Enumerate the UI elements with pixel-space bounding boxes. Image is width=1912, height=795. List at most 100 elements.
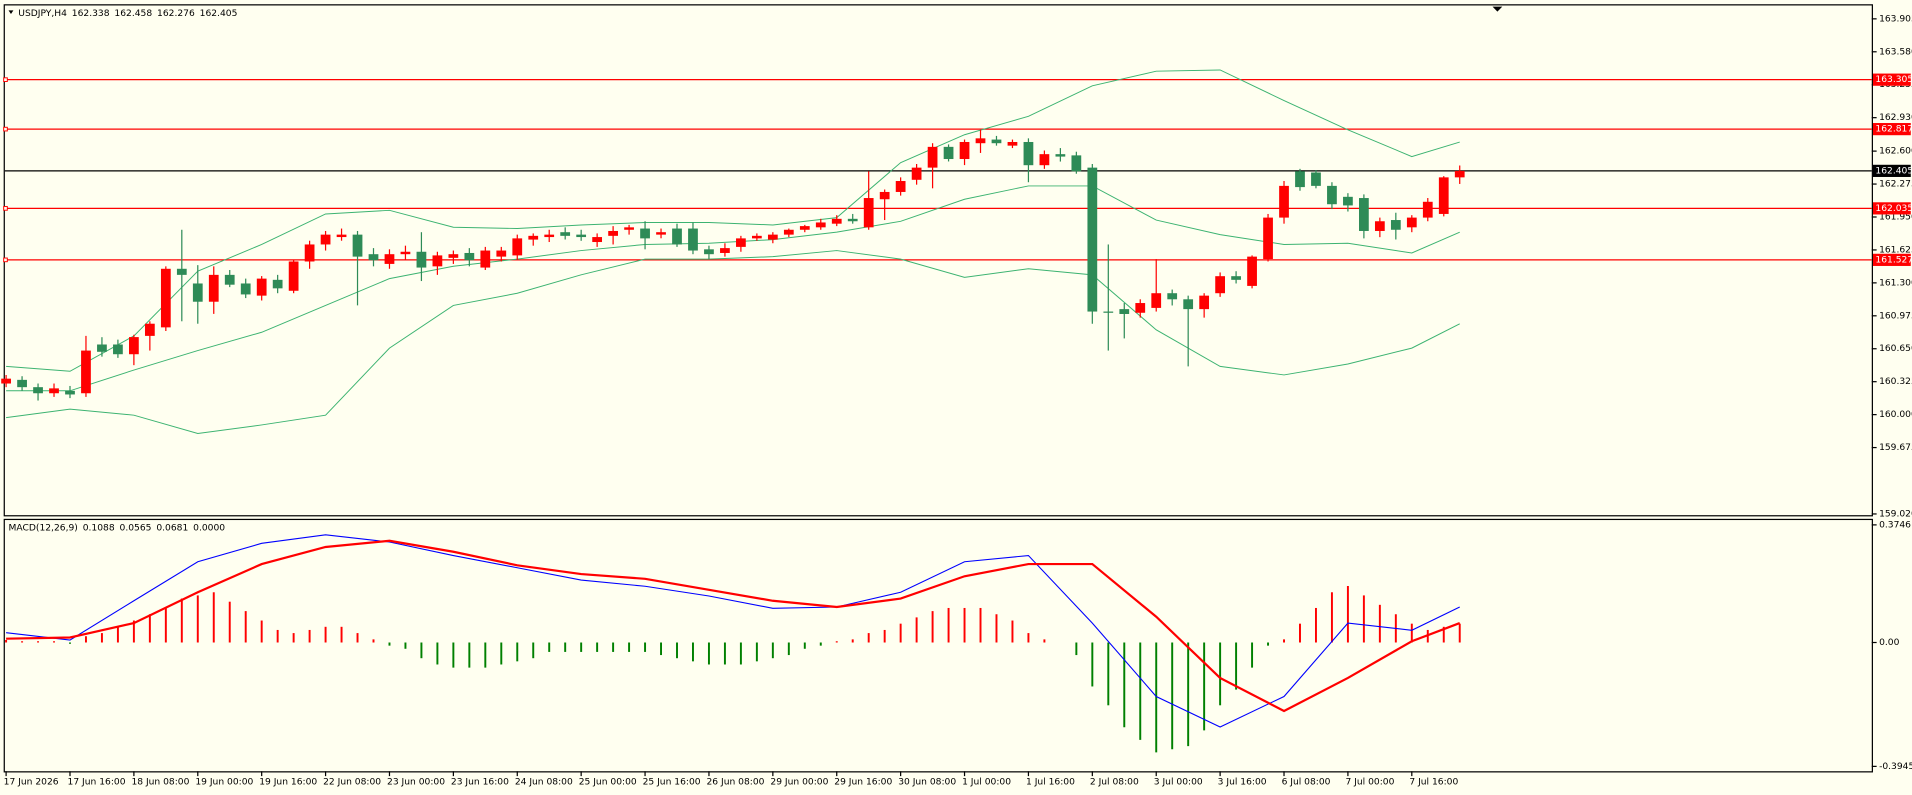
- x-tick-label: 19 Jun 00:00: [195, 778, 253, 788]
- x-tick-label: 22 Jun 08:00: [323, 778, 381, 788]
- candle-body: [1359, 198, 1369, 231]
- y-tick-label: 160.650: [1879, 344, 1912, 354]
- x-tick-label: 19 Jun 16:00: [259, 778, 317, 788]
- menu-arrow[interactable]: [8, 10, 14, 15]
- candle-body: [1374, 221, 1385, 231]
- candle-body: [783, 229, 794, 235]
- macd-panel: [3, 518, 1873, 773]
- candle-body: [1311, 172, 1321, 186]
- candle-body: [1327, 185, 1337, 205]
- candle-body: [81, 350, 91, 394]
- candle-body: [1007, 141, 1018, 146]
- candle-body: [400, 251, 411, 255]
- x-tick-label: 17 Jun 2026: [4, 778, 59, 788]
- candle-body: [448, 254, 459, 258]
- header-title: MACD(12,26,9): [9, 523, 78, 533]
- macd-signal: [6, 539, 1461, 713]
- candle-body: [1199, 295, 1210, 310]
- candle-body: [65, 390, 75, 395]
- x-tick-label: 7 Jul 16:00: [1409, 778, 1458, 788]
- candle-body: [240, 283, 251, 295]
- candle-body: [767, 234, 778, 240]
- candle-body: [352, 234, 363, 257]
- y-tick-label: 159.675: [1879, 443, 1912, 453]
- candle-body: [113, 344, 123, 355]
- candle-body: [1183, 299, 1194, 310]
- symbol-header: USDJPY,H4 162.338 162.458 162.276 162.405: [18, 8, 237, 18]
- band-lower: [6, 250, 1460, 434]
- level-anchor: [3, 257, 8, 263]
- candle-body: [831, 218, 842, 224]
- x-tick-label: 30 Jun 08:00: [898, 778, 956, 788]
- candle-body: [224, 274, 235, 285]
- candle-body: [1231, 276, 1241, 280]
- current-price-box: [1872, 164, 1911, 177]
- candle-body: [496, 250, 507, 257]
- x-tick-label: 2 Jul 08:00: [1090, 778, 1139, 788]
- candle-body: [560, 232, 571, 236]
- level-label: 163.305: [1875, 75, 1912, 85]
- header-value: 0.0681: [156, 523, 188, 533]
- candle-body: [576, 234, 587, 238]
- candle-body: [799, 226, 810, 230]
- candle-body: [1295, 171, 1305, 188]
- candle-body: [288, 261, 299, 291]
- candle-body: [1103, 311, 1114, 313]
- y-tick-label: 0.00: [1879, 638, 1900, 648]
- candle-body: [1039, 154, 1050, 166]
- candle-body: [975, 138, 986, 144]
- candle-body: [1263, 217, 1273, 260]
- candle-body: [1135, 303, 1146, 313]
- y-tick-label: 0.3746: [1879, 520, 1911, 530]
- candle-body: [208, 274, 219, 302]
- candle-body: [1422, 201, 1433, 218]
- candle-body: [416, 251, 427, 268]
- shift-marker[interactable]: [1492, 6, 1503, 12]
- level-box: [1872, 253, 1911, 266]
- candle-body: [640, 228, 650, 239]
- candle-body: [1215, 276, 1225, 294]
- candle-body: [1023, 141, 1034, 166]
- header-value: 162.338: [72, 8, 110, 18]
- x-tick-label: 26 Jun 08:00: [707, 778, 765, 788]
- x-tick-label: 18 Jun 08:00: [131, 778, 189, 788]
- candle-body: [336, 234, 347, 238]
- candle-body: [512, 238, 523, 256]
- x-tick-label: 3 Jul 00:00: [1154, 778, 1203, 788]
- y-tick-label: 162.275: [1879, 180, 1912, 190]
- y-tick-label: 159.020: [1879, 509, 1912, 519]
- macd-header: MACD(12,26,9) 0.1088 0.0565 0.0681 0.0000: [9, 523, 226, 533]
- y-tick-label: 160.975: [1879, 311, 1912, 321]
- candle-body: [144, 323, 155, 336]
- candle-body: [736, 238, 746, 247]
- candle-body: [97, 344, 107, 352]
- candle-body: [1167, 293, 1178, 300]
- y-tick-label: 161.300: [1879, 278, 1912, 288]
- candle-body: [688, 228, 698, 251]
- candle-body: [656, 232, 666, 235]
- candle-body: [33, 387, 43, 394]
- candle-body: [129, 337, 139, 355]
- candle-body: [17, 379, 27, 388]
- level-box: [1872, 73, 1911, 86]
- candle-body: [911, 167, 922, 180]
- candle-body: [879, 191, 890, 200]
- candle-body: [1, 378, 11, 384]
- candle-body: [368, 254, 379, 261]
- y-tick-label: 160.000: [1879, 410, 1912, 420]
- header-value: 162.405: [200, 8, 238, 18]
- candle-body: [1390, 220, 1401, 230]
- x-tick-label: 23 Jun 00:00: [387, 778, 445, 788]
- candle-body: [1071, 155, 1082, 172]
- header-value: 162.458: [114, 8, 152, 18]
- candle-body: [672, 228, 682, 245]
- candle-body: [751, 235, 762, 239]
- x-tick-label: 29 Jun 16:00: [834, 778, 892, 788]
- candle-body: [943, 146, 954, 160]
- header-title: USDJPY,H4: [18, 8, 67, 18]
- candle-body: [480, 250, 491, 268]
- candle-body: [1055, 154, 1066, 157]
- candle-body: [384, 254, 395, 264]
